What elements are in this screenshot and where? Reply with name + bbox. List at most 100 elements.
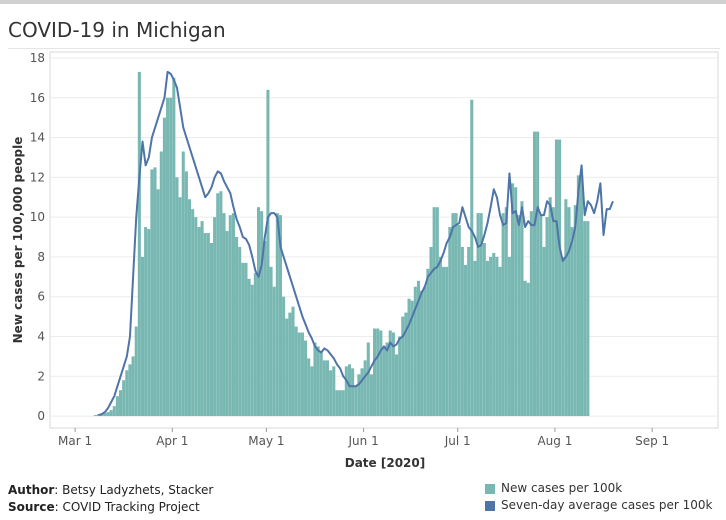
bar (463, 264, 468, 417)
bar (231, 213, 235, 417)
bar (388, 330, 392, 417)
y-tick-label: 12 (30, 170, 45, 184)
page-title: COVID-19 in Michigan (8, 18, 226, 42)
bar (551, 207, 555, 417)
y-tick-label: 6 (37, 290, 45, 304)
y-axis-label: New cases per 100,000 people (11, 137, 25, 344)
bar (394, 354, 399, 417)
bar (150, 169, 154, 417)
bar (313, 342, 317, 417)
bar (275, 213, 279, 417)
bar (429, 246, 433, 417)
x-tick-label: May 1 (248, 434, 284, 448)
bar (304, 340, 308, 417)
bar (137, 71, 141, 417)
bar (542, 246, 546, 417)
bar (197, 227, 201, 417)
bar (103, 413, 107, 417)
bar (373, 328, 377, 417)
bar (529, 211, 533, 417)
axes: 0 2 4 6 8 10 12 14 16 18 Mar 1 Apr 1 May 1 Jun 1 Jul 1… (30, 51, 669, 448)
bar (360, 368, 364, 417)
bar (288, 312, 292, 417)
y-tick-label: 8 (37, 250, 45, 264)
x-tick-label: Apr 1 (156, 434, 188, 448)
bar (162, 117, 166, 417)
bar (140, 256, 145, 417)
legend-swatch-bars (485, 483, 495, 494)
bar (470, 99, 474, 417)
bar (485, 260, 489, 417)
bar (332, 366, 336, 417)
bar (391, 332, 395, 417)
bar (310, 366, 314, 417)
x-tick-label: Sep 1 (635, 434, 669, 448)
author-label: Author (8, 483, 55, 497)
author-line: Author: Betsy Ladyzhets, Stacker (8, 482, 213, 499)
line-series (98, 70, 614, 417)
bar (166, 97, 170, 417)
bar (115, 396, 119, 417)
bar (376, 328, 380, 417)
x-tick-label: Jun 1 (348, 434, 379, 448)
bar (457, 225, 461, 417)
bar (219, 191, 223, 417)
bar (213, 217, 217, 417)
bar (354, 386, 358, 417)
bar (507, 256, 511, 417)
bar (175, 177, 179, 417)
bar (209, 242, 214, 417)
bar (128, 364, 132, 417)
bar-series (93, 71, 590, 417)
bar (172, 77, 176, 417)
bar (357, 374, 361, 417)
bar (159, 151, 163, 417)
bar (435, 207, 439, 417)
covid-chart: 0 2 4 6 8 10 12 14 16 18 Mar 1 Apr 1 May 1 Jun 1 Jul 1… (11, 51, 719, 470)
bar (445, 266, 449, 417)
bar (153, 167, 157, 417)
y-tick-label: 10 (30, 210, 45, 224)
legend-item-line: Seven-day average cases per 100k (485, 497, 713, 514)
bar (545, 217, 549, 417)
bar (131, 356, 135, 417)
bar (473, 260, 477, 417)
bar (369, 374, 373, 417)
bar (282, 296, 286, 417)
bar (181, 151, 185, 417)
bar (526, 282, 530, 417)
y-tick-label: 4 (37, 329, 45, 343)
bar (514, 187, 518, 417)
bar (319, 352, 323, 417)
bar (294, 326, 298, 417)
legend-label-bars: New cases per 100k (501, 481, 623, 495)
bar (344, 366, 348, 417)
x-tick-label: Aug 1 (537, 434, 572, 448)
bar (184, 171, 188, 417)
bar (109, 410, 113, 417)
bar (517, 215, 521, 417)
bar (448, 227, 452, 417)
bar (416, 280, 420, 417)
bar (335, 390, 339, 417)
bar (285, 318, 289, 417)
bar (203, 233, 207, 417)
bar (482, 242, 486, 417)
bar (454, 213, 458, 417)
bar (570, 227, 574, 417)
bar (564, 199, 568, 417)
bar (147, 229, 151, 417)
bar (511, 183, 515, 417)
bar (194, 217, 198, 417)
bar (272, 286, 276, 417)
legend: New cases per 100k Seven-day average cas… (485, 480, 713, 514)
bar (460, 246, 464, 417)
bar (479, 213, 483, 417)
bar (297, 332, 301, 417)
bar (250, 284, 254, 417)
bar (266, 89, 270, 417)
bar (256, 207, 261, 417)
bar (341, 390, 345, 417)
bar (156, 189, 160, 417)
bar (235, 237, 239, 417)
